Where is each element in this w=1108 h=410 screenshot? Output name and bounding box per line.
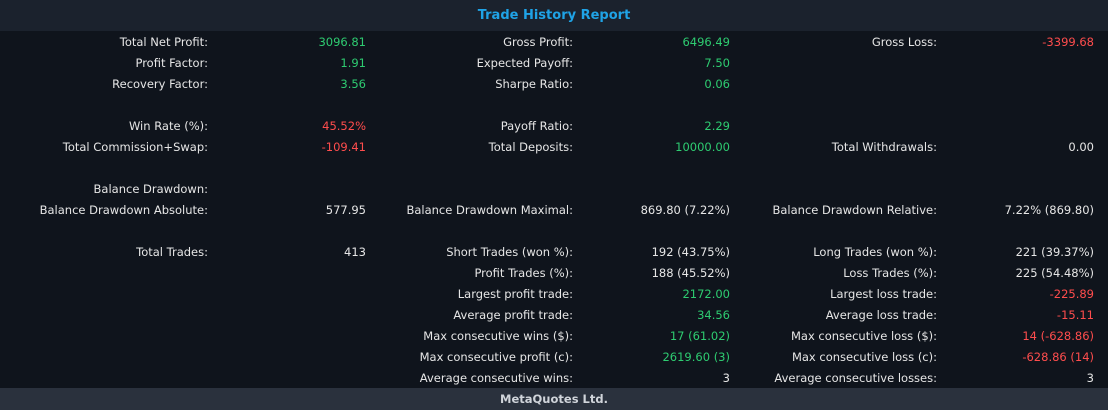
payoff-ratio-label: Payoff Ratio: bbox=[500, 119, 573, 133]
total-deposits-label: Total Deposits: bbox=[488, 140, 573, 154]
max-cons-loss-label: Max consecutive loss ($): bbox=[790, 329, 937, 343]
expected-payoff-value: 7.50 bbox=[704, 56, 730, 70]
report-title: Trade History Report bbox=[477, 8, 631, 23]
largest-profit-label: Largest profit trade: bbox=[457, 287, 573, 301]
profit-trades-value: 188 (45.52%) bbox=[651, 266, 730, 280]
gross-profit-label: Gross Profit: bbox=[503, 35, 573, 49]
max-cons-loss-c-value: -628.86 (14) bbox=[1022, 350, 1094, 364]
average-loss-value: -15.11 bbox=[1056, 308, 1094, 322]
profit-factor-value: 1.91 bbox=[340, 56, 366, 70]
max-cons-profit-label: Max consecutive profit (c): bbox=[419, 350, 573, 364]
max-cons-loss-c-label: Max consecutive loss (c): bbox=[791, 350, 937, 364]
largest-profit-value: 2172.00 bbox=[682, 287, 730, 301]
average-loss-label: Average loss trade: bbox=[825, 308, 937, 322]
balance-drawdown-label: Balance Drawdown: bbox=[93, 182, 208, 196]
bd-relative-label: Balance Drawdown Relative: bbox=[772, 203, 938, 217]
largest-loss-value: -225.89 bbox=[1049, 287, 1094, 301]
total-withdrawals-label: Total Withdrawals: bbox=[831, 140, 937, 154]
report-footer: MetaQuotes Ltd. bbox=[0, 388, 1108, 410]
bd-absolute-label: Balance Drawdown Absolute: bbox=[39, 203, 208, 217]
payoff-ratio-value: 2.29 bbox=[704, 119, 730, 133]
net-profit-label: Total Net Profit: bbox=[119, 35, 208, 49]
profit-factor-label: Profit Factor: bbox=[135, 56, 208, 70]
avg-cons-wins-value: 3 bbox=[722, 371, 730, 385]
footer-company: MetaQuotes Ltd. bbox=[500, 392, 608, 406]
commission-swap-label: Total Commission+Swap: bbox=[62, 140, 208, 154]
expected-payoff-label: Expected Payoff: bbox=[476, 56, 573, 70]
largest-loss-label: Largest loss trade: bbox=[830, 287, 937, 301]
avg-cons-wins-label: Average consecutive wins: bbox=[419, 371, 573, 385]
bd-absolute-value: 577.95 bbox=[325, 203, 366, 217]
max-cons-profit-value: 2619.60 (3) bbox=[662, 350, 730, 364]
long-trades-label: Long Trades (won %): bbox=[813, 245, 937, 259]
max-cons-wins-label: Max consecutive wins ($): bbox=[423, 329, 573, 343]
short-trades-label: Short Trades (won %): bbox=[446, 245, 573, 259]
recovery-factor-value: 3.56 bbox=[340, 77, 366, 91]
loss-trades-value: 225 (54.48%) bbox=[1015, 266, 1094, 280]
profit-trades-label: Profit Trades (%): bbox=[474, 266, 573, 280]
bd-maximal-value: 869.80 (7.22%) bbox=[640, 203, 730, 217]
total-deposits-value: 10000.00 bbox=[675, 140, 730, 154]
avg-cons-losses-label: Average consecutive losses: bbox=[774, 371, 937, 385]
win-rate-label: Win Rate (%): bbox=[128, 119, 208, 133]
bd-relative-value: 7.22% (869.80) bbox=[1004, 203, 1094, 217]
bd-maximal-label: Balance Drawdown Maximal: bbox=[406, 203, 573, 217]
long-trades-value: 221 (39.37%) bbox=[1015, 245, 1094, 259]
win-rate-value: 45.52% bbox=[322, 119, 366, 133]
average-profit-value: 34.56 bbox=[697, 308, 730, 322]
gross-loss-value: -3399.68 bbox=[1042, 35, 1094, 49]
loss-trades-label: Loss Trades (%): bbox=[843, 266, 937, 280]
sharpe-ratio-label: Sharpe Ratio: bbox=[495, 77, 573, 91]
recovery-factor-label: Recovery Factor: bbox=[112, 77, 208, 91]
total-withdrawals-value: 0.00 bbox=[1068, 140, 1094, 154]
gross-loss-label: Gross Loss: bbox=[871, 35, 937, 49]
net-profit-value: 3096.81 bbox=[318, 35, 366, 49]
max-cons-loss-value: 14 (-628.86) bbox=[1022, 329, 1094, 343]
total-trades-label: Total Trades: bbox=[136, 245, 208, 259]
gross-profit-value: 6496.49 bbox=[682, 35, 730, 49]
max-cons-wins-value: 17 (61.02) bbox=[669, 329, 730, 343]
commission-swap-value: -109.41 bbox=[321, 140, 366, 154]
average-profit-label: Average profit trade: bbox=[453, 308, 573, 322]
sharpe-ratio-value: 0.06 bbox=[704, 77, 730, 91]
total-trades-value: 413 bbox=[344, 245, 366, 259]
report-title-bar: Trade History Report bbox=[0, 0, 1108, 31]
avg-cons-losses-value: 3 bbox=[1086, 371, 1094, 385]
short-trades-value: 192 (43.75%) bbox=[651, 245, 730, 259]
